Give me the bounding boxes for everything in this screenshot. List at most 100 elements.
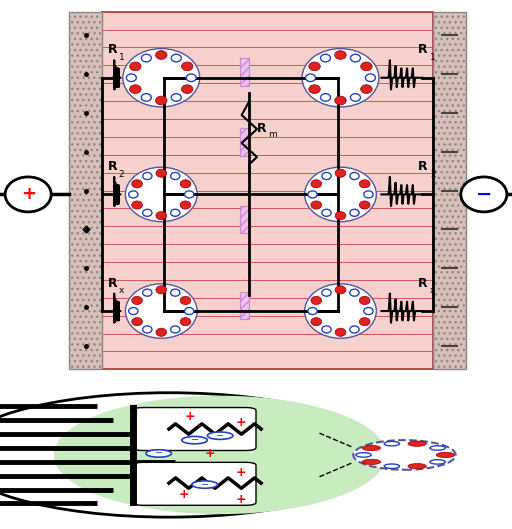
Circle shape bbox=[123, 49, 200, 107]
Circle shape bbox=[156, 328, 167, 336]
Circle shape bbox=[322, 209, 331, 216]
Bar bbox=[433, 12, 466, 369]
FancyBboxPatch shape bbox=[133, 462, 256, 505]
Bar bbox=[69, 12, 102, 369]
Circle shape bbox=[322, 289, 331, 296]
Circle shape bbox=[311, 180, 322, 188]
Circle shape bbox=[156, 51, 167, 59]
Circle shape bbox=[335, 169, 346, 177]
Text: 1: 1 bbox=[430, 53, 436, 62]
Circle shape bbox=[125, 167, 197, 222]
Circle shape bbox=[350, 289, 359, 296]
Circle shape bbox=[180, 180, 191, 188]
Circle shape bbox=[170, 289, 180, 296]
Text: +: + bbox=[184, 410, 195, 423]
Circle shape bbox=[335, 51, 346, 59]
Bar bbox=[240, 206, 249, 233]
Text: −: − bbox=[155, 449, 163, 459]
Text: −: − bbox=[190, 435, 199, 445]
Text: x: x bbox=[119, 287, 124, 296]
Circle shape bbox=[181, 85, 193, 94]
Bar bbox=[240, 58, 249, 86]
Circle shape bbox=[132, 296, 142, 305]
Circle shape bbox=[141, 94, 152, 101]
Circle shape bbox=[362, 445, 380, 451]
Circle shape bbox=[129, 307, 138, 315]
Circle shape bbox=[359, 317, 370, 326]
Circle shape bbox=[141, 54, 152, 62]
Text: −: − bbox=[201, 480, 209, 489]
Text: R: R bbox=[418, 43, 428, 57]
Circle shape bbox=[192, 481, 218, 488]
Bar bbox=[240, 291, 249, 319]
Circle shape bbox=[305, 284, 376, 338]
Circle shape bbox=[350, 209, 359, 216]
Circle shape bbox=[350, 94, 360, 101]
Text: −: − bbox=[476, 185, 492, 204]
Circle shape bbox=[430, 446, 445, 450]
Circle shape bbox=[322, 172, 331, 179]
Circle shape bbox=[171, 54, 181, 62]
Circle shape bbox=[321, 54, 331, 62]
Circle shape bbox=[207, 432, 233, 440]
Circle shape bbox=[366, 74, 375, 81]
Ellipse shape bbox=[54, 396, 387, 514]
Text: +: + bbox=[236, 493, 246, 506]
Circle shape bbox=[309, 62, 321, 71]
Circle shape bbox=[143, 209, 152, 216]
Circle shape bbox=[130, 62, 141, 71]
Circle shape bbox=[180, 296, 191, 305]
Circle shape bbox=[321, 94, 331, 101]
Circle shape bbox=[359, 296, 370, 305]
Circle shape bbox=[436, 452, 455, 458]
Circle shape bbox=[335, 286, 346, 294]
Circle shape bbox=[185, 307, 194, 315]
Circle shape bbox=[364, 307, 373, 315]
Circle shape bbox=[350, 54, 360, 62]
Circle shape bbox=[308, 191, 317, 198]
Circle shape bbox=[356, 453, 371, 457]
Text: +: + bbox=[205, 447, 215, 460]
Circle shape bbox=[130, 85, 141, 94]
Circle shape bbox=[306, 74, 315, 81]
Circle shape bbox=[125, 284, 197, 338]
Circle shape bbox=[181, 62, 193, 71]
Circle shape bbox=[308, 307, 317, 315]
Circle shape bbox=[170, 172, 180, 179]
Text: R: R bbox=[257, 122, 267, 135]
Circle shape bbox=[350, 326, 359, 333]
Circle shape bbox=[353, 440, 456, 470]
Text: R: R bbox=[108, 277, 117, 290]
Circle shape bbox=[335, 96, 346, 105]
Circle shape bbox=[143, 172, 152, 179]
Circle shape bbox=[132, 201, 142, 209]
Circle shape bbox=[311, 296, 322, 305]
Circle shape bbox=[143, 326, 152, 333]
Circle shape bbox=[364, 191, 373, 198]
Circle shape bbox=[322, 326, 331, 333]
Circle shape bbox=[335, 212, 346, 220]
Bar bbox=[240, 129, 249, 156]
Circle shape bbox=[461, 177, 507, 212]
Text: R: R bbox=[418, 160, 428, 173]
Circle shape bbox=[311, 201, 322, 209]
Bar bbox=[102, 12, 433, 369]
Circle shape bbox=[311, 317, 322, 326]
Circle shape bbox=[156, 169, 167, 177]
Circle shape bbox=[5, 177, 51, 212]
Circle shape bbox=[384, 441, 399, 446]
Text: +: + bbox=[236, 466, 246, 479]
Circle shape bbox=[305, 167, 376, 222]
Circle shape bbox=[359, 201, 370, 209]
Circle shape bbox=[350, 172, 359, 179]
Circle shape bbox=[408, 441, 426, 446]
Text: x: x bbox=[430, 287, 435, 296]
Circle shape bbox=[309, 85, 321, 94]
Circle shape bbox=[143, 289, 152, 296]
Text: +: + bbox=[236, 416, 246, 429]
Circle shape bbox=[180, 201, 191, 209]
Circle shape bbox=[408, 463, 426, 469]
Circle shape bbox=[126, 74, 136, 81]
Text: 2: 2 bbox=[119, 170, 124, 179]
Circle shape bbox=[359, 180, 370, 188]
